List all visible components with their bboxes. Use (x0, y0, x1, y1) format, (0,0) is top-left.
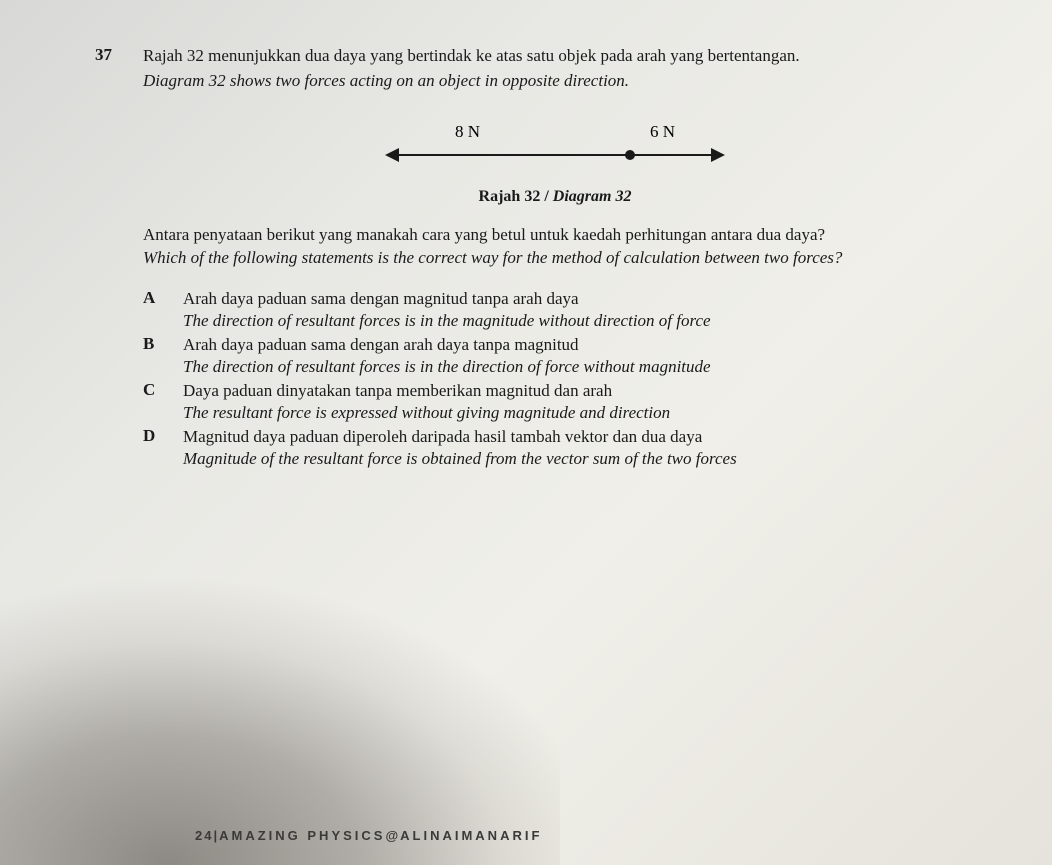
option-text: Arah daya paduan sama dengan arah daya t… (183, 334, 967, 378)
caption-bold: Rajah 32 / (479, 188, 553, 205)
option-text: Magnitud daya paduan diperoleh daripada … (183, 426, 967, 470)
option-english: Magnitude of the resultant force is obta… (183, 448, 967, 470)
sub-question-english: Which of the following statements is the… (143, 247, 967, 270)
object-dot-icon (625, 150, 635, 160)
caption-italic: Diagram 32 (553, 188, 632, 205)
option-c: C Daya paduan dinyatakan tanpa memberika… (143, 380, 967, 424)
option-letter: A (143, 288, 161, 332)
stem-malay: Rajah 32 menunjukkan dua daya yang berti… (143, 45, 967, 68)
question-block: 37 Rajah 32 menunjukkan dua daya yang be… (95, 45, 967, 473)
option-letter: B (143, 334, 161, 378)
footer-handle: ALINAIMANARIF (400, 828, 542, 843)
diagram-caption: Rajah 32 / Diagram 32 (143, 188, 967, 206)
option-malay: Magnitud daya paduan diperoleh daripada … (183, 426, 967, 448)
sub-question: Antara penyataan berikut yang manakah ca… (143, 224, 967, 270)
exam-page: 37 Rajah 32 menunjukkan dua daya yang be… (0, 0, 1052, 865)
diagram-container: 8 N 6 N Rajah 32 / Diagram 32 (143, 123, 967, 206)
option-text: Daya paduan dinyatakan tanpa memberikan … (183, 380, 967, 424)
option-english: The direction of resultant forces is in … (183, 356, 967, 378)
option-malay: Arah daya paduan sama dengan arah daya t… (183, 334, 967, 356)
page-footer: 24|AMAZING PHYSICS@ALINAIMANARIF (195, 828, 542, 843)
footer-brand: AMAZING PHYSICS (219, 828, 385, 843)
left-force-label: 8 N (455, 123, 480, 141)
sub-question-malay: Antara penyataan berikut yang manakah ca… (143, 224, 967, 247)
option-text: Arah daya paduan sama dengan magnitud ta… (183, 288, 967, 332)
option-malay: Arah daya paduan sama dengan magnitud ta… (183, 288, 967, 310)
option-english: The direction of resultant forces is in … (183, 310, 967, 332)
force-diagram: 8 N 6 N (385, 123, 725, 173)
right-force-label: 6 N (650, 123, 675, 141)
option-english: The resultant force is expressed without… (183, 402, 967, 424)
option-d: D Magnitud daya paduan diperoleh daripad… (143, 426, 967, 470)
right-arrow-icon (711, 148, 725, 162)
footer-page: 24 (195, 828, 213, 843)
option-letter: C (143, 380, 161, 424)
left-arrow-icon (385, 148, 399, 162)
option-a: A Arah daya paduan sama dengan magnitud … (143, 288, 967, 332)
stem-english: Diagram 32 shows two forces acting on an… (143, 70, 967, 93)
question-body: Rajah 32 menunjukkan dua daya yang berti… (143, 45, 967, 473)
option-letter: D (143, 426, 161, 470)
option-malay: Daya paduan dinyatakan tanpa memberikan … (183, 380, 967, 402)
options-list: A Arah daya paduan sama dengan magnitud … (143, 288, 967, 471)
option-b: B Arah daya paduan sama dengan arah daya… (143, 334, 967, 378)
footer-at-icon: @ (385, 828, 400, 843)
question-number: 37 (95, 45, 123, 473)
